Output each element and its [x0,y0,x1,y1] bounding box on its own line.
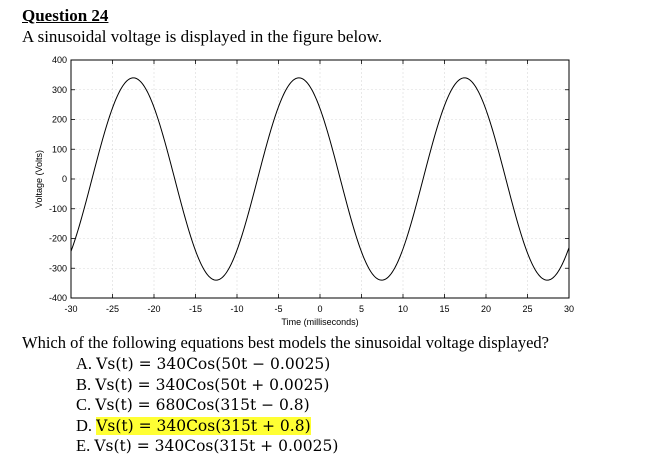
x-tick-label: 25 [522,304,532,314]
answer-option-d[interactable]: D. Vs(t) = 340Cos(315t + 0.8) [76,416,338,437]
x-tick-label: -15 [189,304,202,314]
y-tick-label: 200 [52,115,67,125]
x-axis-label: Time (milliseconds) [281,317,358,327]
option-equation: Vs(t) = 340Cos(50t − 0.0025) [96,355,331,373]
option-letter: A. [76,354,93,373]
question-ask: Which of the following equations best mo… [22,333,549,352]
chart-grid [70,59,570,299]
option-equation: Vs(t) = 680Cos(315t − 0.8) [95,396,310,415]
option-letter: B. [76,374,92,394]
answer-option-e[interactable]: E. Vs(t) = 340Cos(315t + 0.0025) [76,436,338,457]
question-title: Question 24 [22,6,109,25]
option-letter: D. [76,415,93,435]
x-tick-label: -5 [274,304,282,314]
option-equation: Vs(t) = 340Cos(315t + 0.8) [96,416,311,435]
x-tick-label: -25 [106,304,119,314]
y-axis-label: Voltage (Volts) [34,150,44,208]
y-tick-label: 400 [52,55,67,65]
x-tick-label: 0 [317,304,322,314]
chart-ticks [70,59,570,299]
y-tick-label: 300 [52,85,67,95]
x-tick-label: -20 [147,304,160,314]
option-equation: Vs(t) = 340Cos(315t + 0.0025) [94,437,339,456]
x-tick-label: 20 [481,304,491,314]
y-tick-label: -100 [49,204,67,214]
x-tick-label: -30 [64,304,77,314]
question-prompt: A sinusoidal voltage is displayed in the… [22,27,383,46]
option-letter: C. [76,395,92,415]
x-tick-label: 30 [564,304,574,314]
y-tick-label: -200 [49,234,67,244]
answer-option-c[interactable]: C. Vs(t) = 680Cos(315t − 0.8) [76,395,338,416]
y-tick-label: -400 [49,293,67,303]
answer-options: A. Vs(t) = 340Cos(50t − 0.0025) B. Vs(t) … [76,354,338,457]
x-tick-label: -10 [230,304,243,314]
voltage-chart: -30 -25 -20 -15 -10 -5 0 5 10 15 20 25 30 -400 -300 -20… [34,55,574,327]
chart-tick-labels: -30 -25 -20 -15 -10 -5 0 5 10 15 20 25 30 -400 -300 -20… [49,55,574,314]
option-equation: Vs(t) = 340Cos(50t + 0.0025) [95,375,330,394]
y-tick-label: 100 [52,144,67,154]
option-letter: E. [76,436,91,456]
x-tick-label: 15 [439,304,449,314]
y-tick-label: 0 [62,174,67,184]
x-tick-label: 5 [359,304,364,314]
answer-option-b[interactable]: B. Vs(t) = 340Cos(50t + 0.0025) [76,375,338,396]
answer-option-a[interactable]: A. Vs(t) = 340Cos(50t − 0.0025) [76,354,338,375]
y-tick-label: -300 [49,263,67,273]
voltage-series-line [70,77,570,281]
x-tick-label: 10 [398,304,408,314]
